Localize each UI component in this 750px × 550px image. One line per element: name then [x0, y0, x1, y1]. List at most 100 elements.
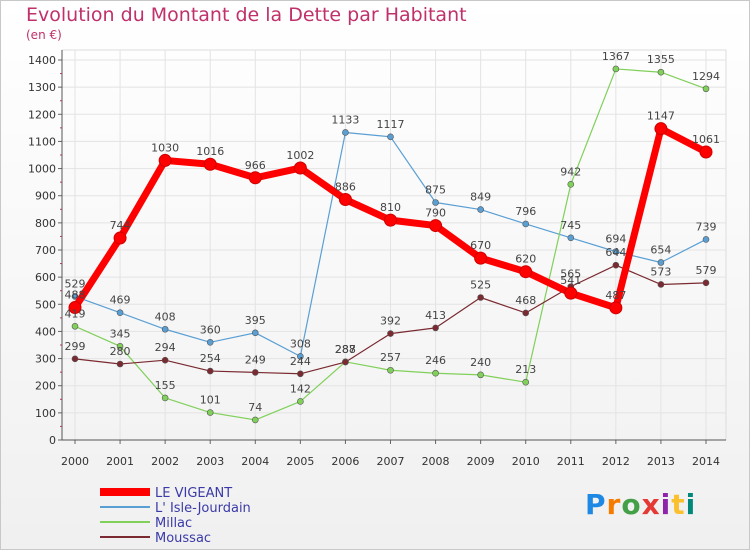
- data-label-3: 573: [650, 265, 671, 278]
- data-label-2: 1367: [602, 50, 630, 63]
- legend-label-3: Moussac: [155, 531, 211, 546]
- data-label-1: 1117: [377, 118, 405, 131]
- series-point-3: [612, 261, 620, 269]
- x-tick-label: 2009: [467, 455, 495, 468]
- data-label-0: 810: [380, 201, 401, 214]
- series-point-3: [342, 358, 349, 366]
- data-label-3: 579: [696, 264, 717, 277]
- data-label-0: 1016: [196, 145, 224, 158]
- data-label-2: 74: [248, 401, 262, 414]
- series-point-2: [477, 371, 484, 379]
- series-point-2: [297, 398, 304, 405]
- data-label-1: 739: [696, 220, 717, 233]
- x-tick-label: 2002: [151, 455, 179, 468]
- series-point-0: [474, 251, 488, 265]
- data-label-1: 408: [155, 310, 176, 323]
- data-label-3: 280: [110, 345, 131, 358]
- series-point-2: [71, 322, 79, 330]
- logo-letter: x: [641, 488, 661, 521]
- logo-letter: P: [585, 488, 607, 521]
- data-label-2: 288: [335, 343, 356, 356]
- data-label-0: 670: [470, 239, 491, 252]
- series-point-0: [654, 122, 668, 136]
- series-point-0: [203, 157, 217, 171]
- series-point-3: [251, 369, 259, 376]
- series-point-2: [387, 366, 394, 374]
- x-tick-label: 2003: [196, 455, 224, 468]
- series-point-2: [251, 416, 259, 424]
- series-point-1: [432, 199, 439, 206]
- data-label-3: 644: [605, 246, 626, 259]
- data-label-1: 745: [560, 219, 581, 232]
- data-label-2: 155: [155, 379, 176, 392]
- series-point-1: [477, 206, 484, 213]
- data-label-3: 254: [200, 352, 221, 365]
- series-point-2: [432, 369, 439, 377]
- series-group: [68, 65, 713, 424]
- data-label-0: 1002: [286, 149, 314, 162]
- data-label-2: 213: [515, 363, 536, 376]
- series-point-3: [206, 367, 214, 375]
- logo-letter: i: [685, 488, 697, 521]
- series-point-1: [387, 133, 394, 141]
- series-point-3: [116, 360, 124, 368]
- series-point-3: [387, 330, 394, 337]
- y-tick-label: 300: [35, 353, 56, 366]
- data-labels: 488 744 1030 1016 966 1002 886 810 790 670 620 541 4…: [65, 50, 721, 414]
- x-tick-label: 2006: [331, 455, 359, 468]
- data-label-0: 966: [245, 159, 266, 172]
- series-point-1: [116, 309, 124, 317]
- chart-title: Evolution du Montant de la Dette par Hab…: [26, 4, 467, 26]
- data-label-2: 1294: [692, 70, 720, 83]
- x-tick-label: 2008: [422, 455, 450, 468]
- data-label-2: 419: [65, 307, 86, 320]
- data-label-3: 525: [470, 279, 491, 292]
- logo-letter: t: [671, 488, 686, 521]
- series-point-2: [161, 394, 169, 402]
- series-point-2: [702, 85, 710, 93]
- y-tick-label: 600: [35, 271, 56, 284]
- data-label-0: 790: [425, 207, 446, 220]
- data-label-1: 308: [290, 337, 311, 350]
- legend-label-1: L' Isle-Jourdain: [155, 501, 251, 516]
- series-point-1: [161, 325, 169, 333]
- data-label-0: 620: [515, 253, 536, 266]
- axes: 0 100 200 300 400 500 600 700 800 900 1000 1100 1200…: [28, 50, 726, 468]
- series-point-3: [702, 279, 710, 287]
- data-label-1: 694: [605, 233, 626, 246]
- series-point-1: [567, 234, 575, 242]
- series-point-0: [609, 301, 623, 315]
- series-point-1: [206, 338, 214, 346]
- series-point-0: [519, 265, 533, 279]
- y-tick-label: 700: [35, 244, 56, 257]
- data-label-1: 796: [515, 205, 536, 218]
- x-tick-label: 2012: [602, 455, 630, 468]
- data-label-0: 487: [605, 289, 626, 302]
- data-label-1: 875: [425, 184, 446, 197]
- data-label-0: 1030: [151, 141, 179, 154]
- legend-label-2: Millac: [155, 516, 192, 531]
- series-point-0: [113, 231, 127, 245]
- x-tick-label: 2010: [512, 455, 540, 468]
- series-point-1: [702, 236, 710, 243]
- y-tick-label: 500: [35, 298, 56, 311]
- series-point-2: [567, 181, 575, 188]
- chart-unit: (en €): [26, 28, 62, 42]
- data-label-0: 886: [335, 181, 356, 194]
- data-label-2: 246: [425, 354, 446, 367]
- logo-letter: o: [621, 488, 642, 521]
- data-label-3: 468: [515, 294, 536, 307]
- data-label-3: 565: [560, 268, 581, 281]
- x-tick-label: 2001: [106, 455, 134, 468]
- data-label-2: 345: [110, 327, 131, 340]
- y-tick-label: 1400: [28, 54, 56, 67]
- data-label-1: 529: [65, 277, 86, 290]
- series-point-3: [297, 370, 304, 378]
- data-label-3: 287: [335, 343, 356, 356]
- data-label-3: 249: [245, 353, 266, 366]
- data-label-2: 257: [380, 351, 401, 364]
- y-tick-label: 800: [35, 217, 56, 230]
- x-tick-label: 2013: [647, 455, 675, 468]
